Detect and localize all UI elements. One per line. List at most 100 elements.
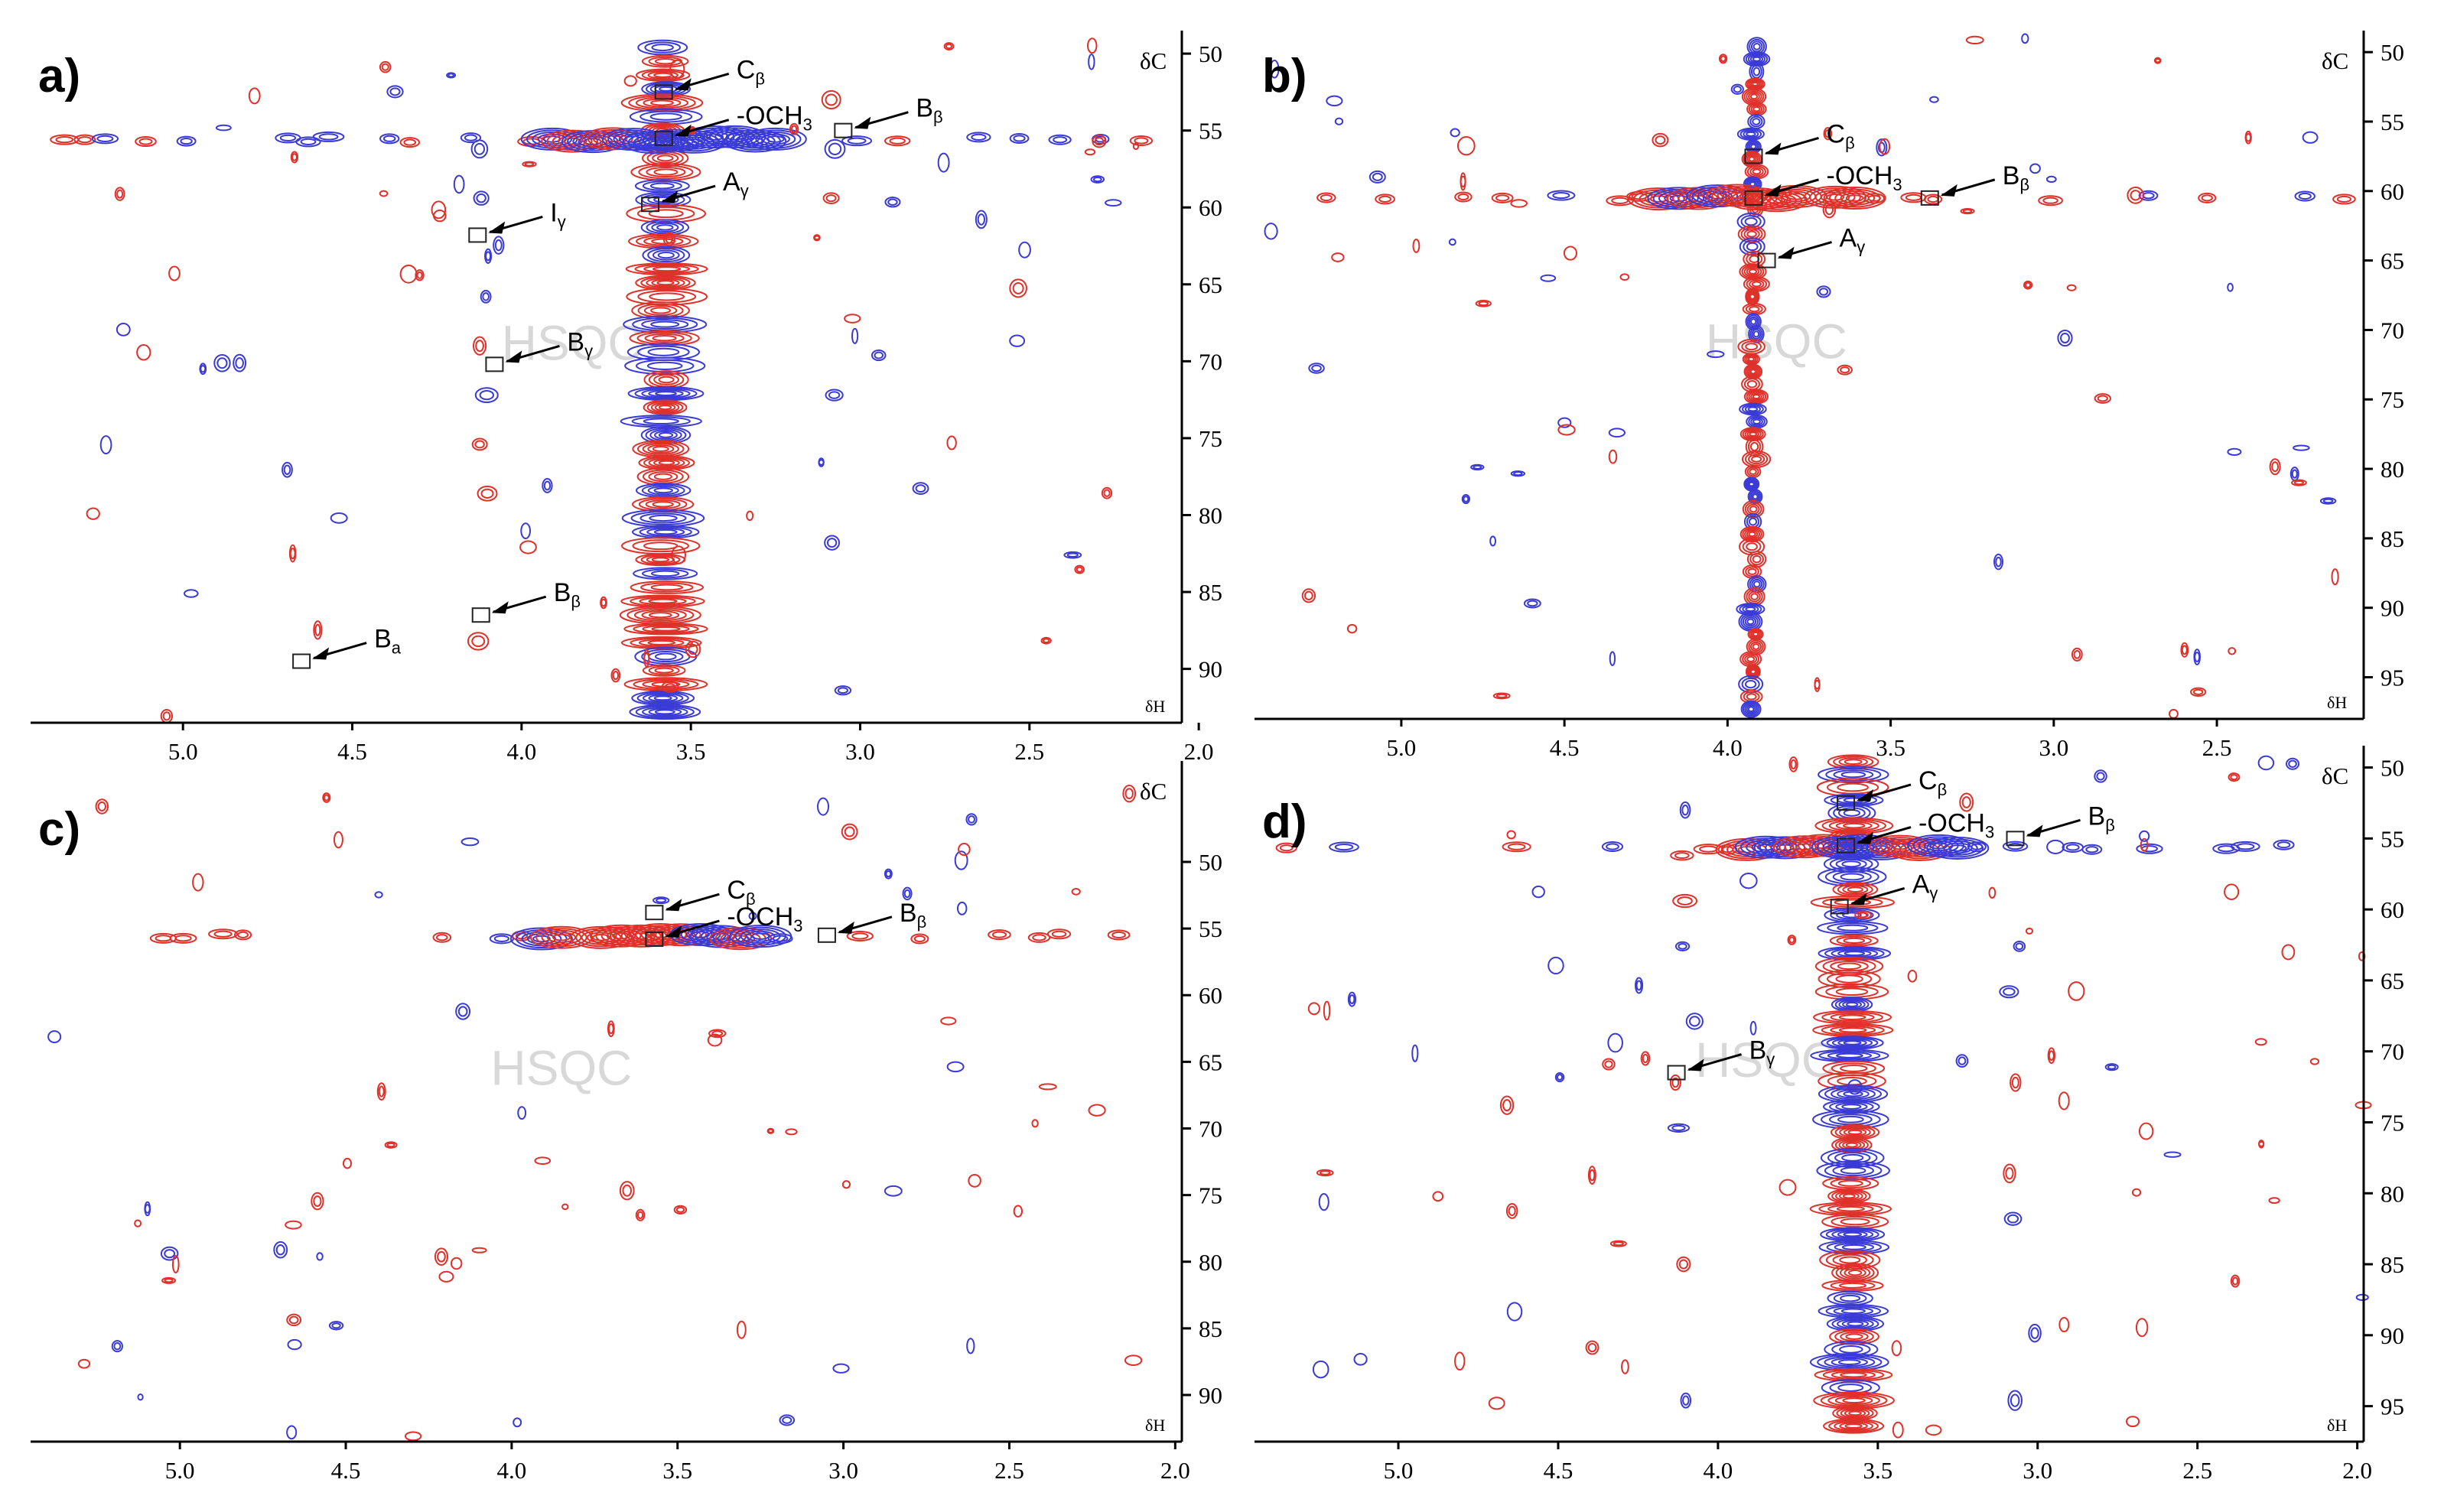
contour-ring [135,136,157,148]
contour-ring [1840,771,1866,779]
peak-label: -OCH3 [1827,161,1902,194]
contour-ring [1841,1153,1864,1162]
contour-ring [1556,1074,1564,1081]
contour-ring [2068,981,2085,1001]
y-tick-label: 60 [1199,194,1222,221]
x-axis-title: δH [1145,1416,1165,1435]
contour-ring [1279,844,1294,852]
contour-ring [2228,772,2241,782]
contour-ring [651,44,674,52]
contour-ring [1847,1079,1863,1095]
contour-ring [164,1278,174,1283]
contour-ring [1837,1089,1870,1099]
contour-ring [1040,636,1052,645]
contour-ring [1844,1409,1866,1417]
contour-ring [633,623,699,634]
contour-ring [473,190,490,206]
contour-ring [658,376,675,384]
contour-ring [634,387,698,400]
contour-ring [399,137,421,148]
contour-ring [2096,772,2105,781]
contour-ring [1926,836,1990,860]
contour-ring [1478,301,1489,307]
contour-ring [1742,701,1760,717]
x-tick-label: 2.0 [1160,1457,1190,1484]
x-tick-label: 5.0 [165,1457,195,1484]
contour-ring [316,1252,324,1261]
peak-label: -OCH3 [737,102,812,135]
contour-ring [664,683,676,691]
contour-ring [1837,1115,1864,1123]
contour-ring [480,488,494,499]
contour-ring [1839,1127,1871,1138]
contour-ring [1843,1231,1863,1237]
panel-label: b) [1262,50,1307,102]
contour-ring [647,444,675,454]
contour-ring [1740,613,1761,630]
contour-ring [785,1128,798,1136]
contour-ring [641,568,689,579]
peak-label: Iγ [550,198,565,231]
contour-ring [1876,138,1888,157]
contour-ring [1817,921,1889,935]
contour-ring [1009,278,1027,298]
peak-marker [468,227,487,243]
x-tick-label: 4.5 [331,1457,361,1484]
contour-ring [1749,255,1760,264]
contour-ring [403,138,417,146]
contour-ring [1824,203,1834,216]
peak-marker [641,197,660,213]
contour-ring [1744,354,1759,365]
contour-ring [328,1321,344,1331]
contour-ring [654,430,678,440]
contour-ring [1320,1170,1331,1175]
contour-ring [1751,281,1762,288]
contour-ring [543,480,552,491]
contour-ring [1747,54,1766,64]
contour-ring [342,1157,353,1169]
contour-ring [1831,1358,1868,1367]
contour-ring [2007,1214,2019,1224]
contour-ring [1863,193,1885,204]
contour-ring [656,154,674,162]
contour-ring [1547,190,1576,201]
contour-ring [1823,1418,1885,1434]
contour-ring [2273,839,2295,850]
contour-ring [1749,431,1758,437]
contour-ring [322,792,331,803]
contour-ring [642,443,679,455]
contour-ring [1832,1165,1874,1177]
contour-ring [517,1106,527,1120]
contour-ring [1847,886,1863,893]
contour-ring [615,926,667,946]
contour-ring [2127,186,2145,204]
contour-ring [1837,924,1869,932]
peak-marker [1920,190,1939,206]
contour-ring [1563,245,1577,261]
contour-ring [96,135,114,142]
contour-ring [1747,567,1757,576]
contour-ring [2245,133,2252,142]
contour-ring [1833,1293,1867,1304]
contour-ring [2322,498,2334,504]
contour-ring [1752,580,1761,588]
contour-ring [837,687,849,694]
contour-ring [1847,1129,1863,1136]
contour-ring [641,70,685,81]
peak-label: Aγ [1840,224,1866,257]
contour-ring [1840,1372,1867,1378]
contour-ring [1608,449,1618,464]
contour-ring [646,555,675,564]
contour-ring [1331,252,1345,262]
contour-ring [767,933,793,945]
y-tick-label: 85 [2381,1251,2404,1278]
contour-ring [750,129,802,149]
contour-ring [1830,1178,1872,1189]
contour-ring [612,671,620,681]
contour-ring [844,314,861,324]
contour-ring [649,514,678,522]
contour-ring [323,794,330,802]
contour-ring [1744,703,1759,716]
contour-ring [1304,590,1313,600]
contour-ring [1750,392,1762,401]
